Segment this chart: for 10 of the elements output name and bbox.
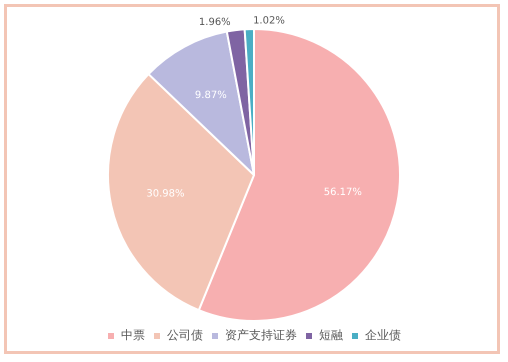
data-label: 30.98%: [146, 188, 185, 200]
data-label: 9.87%: [194, 90, 227, 102]
legend-label: 企业债: [365, 328, 401, 342]
legend-label: 公司债: [167, 328, 203, 342]
legend-label: 资产支持证券: [225, 328, 297, 342]
legend-label: 短融: [319, 328, 343, 342]
data-label: 1.96%: [198, 16, 231, 28]
legend-label: 中票: [121, 328, 145, 342]
data-label: 1.02%: [253, 16, 285, 27]
data-label: 56.17%: [324, 187, 362, 198]
